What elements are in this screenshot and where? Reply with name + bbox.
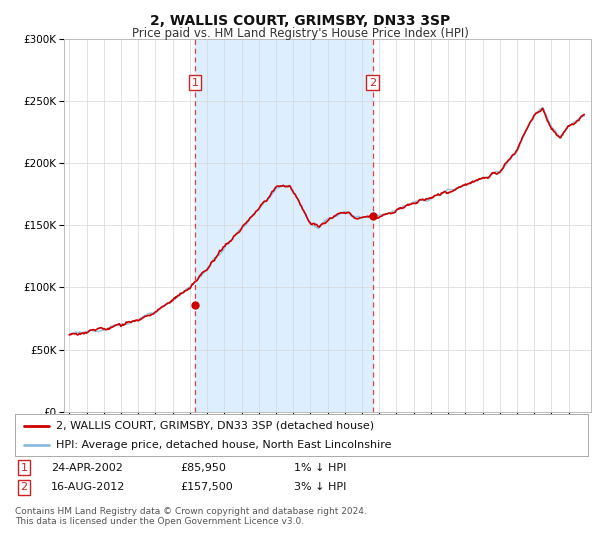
Text: 16-AUG-2012: 16-AUG-2012 [51,482,125,492]
Text: 1: 1 [20,463,28,473]
Text: 3% ↓ HPI: 3% ↓ HPI [294,482,346,492]
Text: 2: 2 [369,78,376,88]
Text: 2, WALLIS COURT, GRIMSBY, DN33 3SP: 2, WALLIS COURT, GRIMSBY, DN33 3SP [150,14,450,28]
Text: 24-APR-2002: 24-APR-2002 [51,463,123,473]
Text: Price paid vs. HM Land Registry's House Price Index (HPI): Price paid vs. HM Land Registry's House … [131,27,469,40]
Text: £85,950: £85,950 [180,463,226,473]
Text: 1: 1 [192,78,199,88]
Text: HPI: Average price, detached house, North East Lincolnshire: HPI: Average price, detached house, Nort… [56,440,392,450]
Text: £157,500: £157,500 [180,482,233,492]
Text: 2, WALLIS COURT, GRIMSBY, DN33 3SP (detached house): 2, WALLIS COURT, GRIMSBY, DN33 3SP (deta… [56,421,374,431]
Bar [195,39,373,412]
Text: 2: 2 [20,482,28,492]
Text: Contains HM Land Registry data © Crown copyright and database right 2024.
This d: Contains HM Land Registry data © Crown c… [15,507,367,526]
Text: 1% ↓ HPI: 1% ↓ HPI [294,463,346,473]
